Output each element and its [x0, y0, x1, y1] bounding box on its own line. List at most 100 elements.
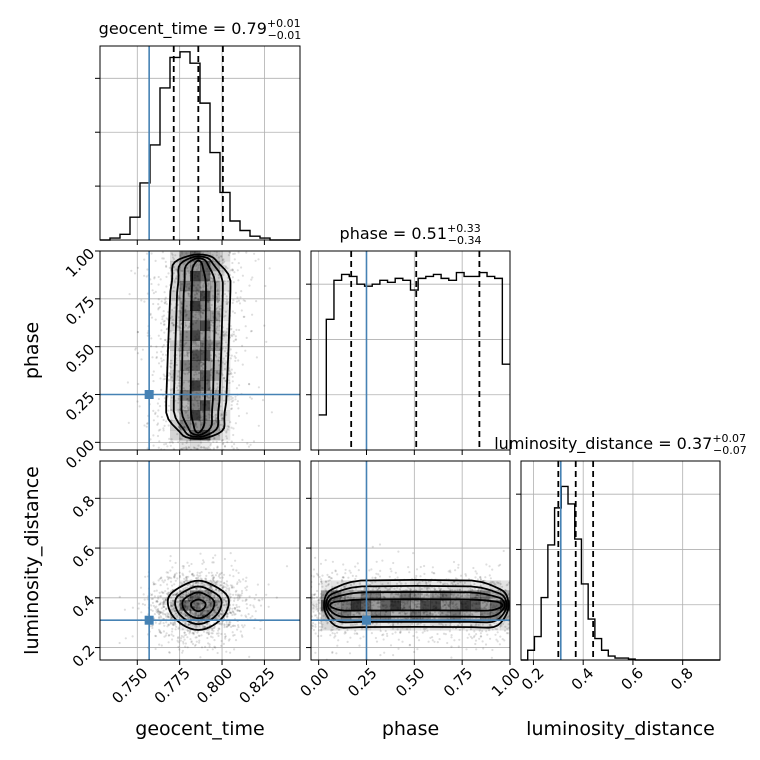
sample-point: [167, 272, 170, 275]
sample-point: [182, 263, 185, 266]
sample-point: [358, 582, 361, 585]
sample-point: [165, 607, 168, 610]
sample-point: [134, 347, 137, 350]
sample-point: [250, 278, 253, 281]
sample-point: [209, 586, 212, 589]
sample-point: [440, 587, 443, 591]
sample-point: [195, 426, 199, 429]
sample-point: [162, 310, 165, 313]
sample-point: [215, 371, 218, 374]
sample-point: [216, 580, 219, 583]
sample-point: [157, 595, 160, 598]
sample-point: [169, 603, 172, 607]
sample-point: [226, 615, 229, 618]
sample-point: [449, 569, 452, 572]
sample-point: [455, 596, 458, 599]
sample-point: [359, 637, 362, 640]
contour-geocent_time_phase-0: [189, 259, 207, 434]
sample-point: [253, 627, 256, 630]
sample-point: [216, 298, 219, 301]
density-cell: [180, 610, 191, 621]
sample-point: [175, 572, 178, 575]
sample-point: [143, 598, 146, 601]
density-cell: [390, 610, 401, 621]
sample-point: [466, 595, 469, 598]
sample-point: [199, 574, 202, 577]
sample-point: [452, 560, 456, 564]
sample-point: [219, 308, 222, 311]
sample-point: [377, 601, 380, 605]
sample-point: [443, 582, 447, 585]
sample-point: [207, 633, 210, 636]
sample-point: [192, 341, 195, 344]
sample-point: [185, 591, 188, 594]
sample-point: [447, 603, 450, 606]
sample-point: [217, 615, 220, 618]
sample-point: [193, 644, 197, 647]
sample-point: [224, 596, 227, 599]
sample-point: [486, 603, 489, 607]
sample-point: [225, 431, 228, 434]
sample-point: [153, 276, 156, 279]
sample-point: [232, 281, 235, 284]
sample-point: [192, 613, 195, 616]
sample-point: [464, 574, 468, 577]
sample-point: [166, 445, 169, 448]
sample-point: [165, 264, 168, 267]
sample-point: [174, 254, 177, 257]
sample-point: [234, 359, 237, 362]
sample-point: [152, 434, 155, 437]
sample-point: [433, 640, 436, 643]
sample-point: [245, 603, 248, 606]
density-cell: [210, 410, 221, 421]
sample-point: [157, 298, 160, 301]
sample-point: [186, 616, 189, 619]
sample-point: [446, 582, 449, 586]
sample-point: [187, 270, 190, 273]
sample-point: [194, 636, 197, 639]
sample-point: [424, 610, 427, 614]
sample-point: [214, 391, 217, 395]
sample-point: [182, 587, 185, 591]
sample-point: [210, 587, 213, 590]
sample-point: [175, 615, 178, 618]
sample-point: [186, 350, 189, 353]
sample-point: [360, 594, 364, 597]
sample-point: [318, 629, 321, 632]
sample-point: [395, 593, 398, 596]
sample-point: [214, 611, 217, 614]
sample-point: [215, 611, 218, 614]
sample-point: [185, 335, 188, 338]
sample-point: [459, 580, 462, 584]
sample-point: [201, 610, 204, 613]
sample-point: [255, 300, 258, 303]
sample-point: [479, 632, 482, 635]
sample-point: [171, 630, 174, 633]
sample-point: [212, 579, 215, 582]
sample-point: [156, 600, 159, 603]
sample-point: [236, 403, 239, 406]
density-cell: [380, 590, 391, 601]
sample-point: [160, 590, 163, 594]
sample-point: [235, 589, 238, 592]
sample-point: [318, 583, 321, 586]
density-cell: [180, 360, 191, 371]
sample-point: [219, 255, 223, 258]
sample-point: [247, 445, 251, 448]
sample-point: [453, 593, 456, 596]
sample-point: [223, 609, 226, 613]
sample-point: [153, 613, 156, 616]
sample-point: [184, 586, 187, 590]
sample-point: [312, 622, 315, 625]
sample-point: [183, 631, 186, 634]
sample-point: [179, 297, 182, 300]
sample-point: [490, 596, 493, 600]
y-tick-label-phase-1: 0.25: [62, 388, 98, 424]
sample-point: [223, 604, 226, 607]
density-cell: [460, 610, 471, 621]
sample-point: [199, 587, 202, 590]
density-cell: [460, 620, 471, 631]
sample-point: [171, 588, 174, 592]
sample-point: [438, 617, 441, 620]
